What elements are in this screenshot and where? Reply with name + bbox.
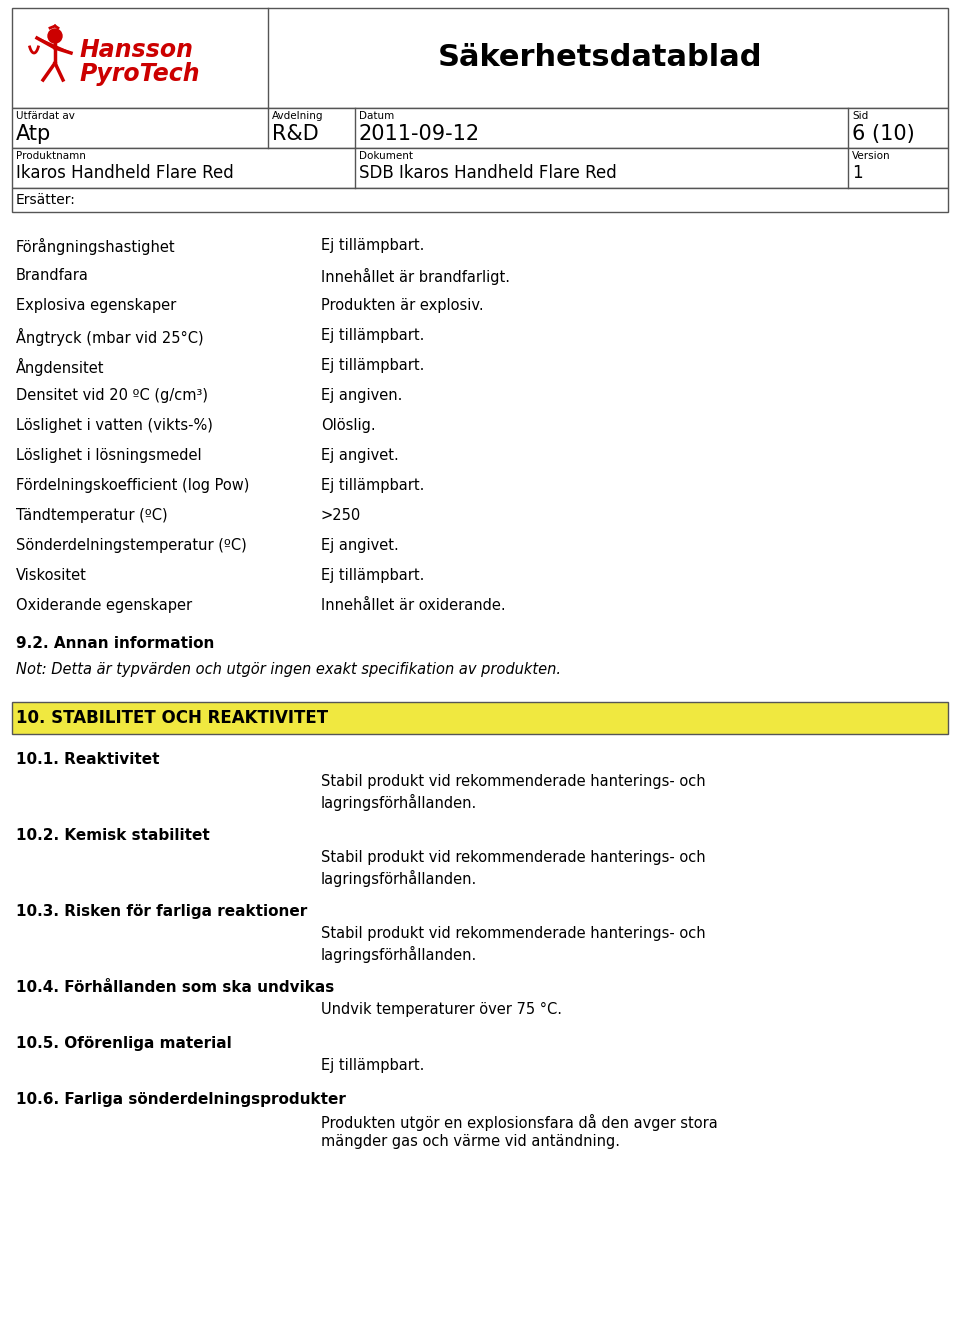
Text: 10.4. Förhållanden som ska undvikas: 10.4. Förhållanden som ska undvikas bbox=[16, 979, 334, 995]
Text: Ej angivet.: Ej angivet. bbox=[321, 448, 398, 463]
Text: Ej tillämpbart.: Ej tillämpbart. bbox=[321, 569, 424, 583]
Text: Produktnamn: Produktnamn bbox=[16, 151, 85, 161]
Text: Löslighet i lösningsmedel: Löslighet i lösningsmedel bbox=[16, 448, 202, 463]
Text: Tändtemperatur (ºC): Tändtemperatur (ºC) bbox=[16, 508, 168, 523]
Text: Innehållet är brandfarligt.: Innehållet är brandfarligt. bbox=[321, 268, 510, 285]
Text: Utfärdat av: Utfärdat av bbox=[16, 111, 75, 120]
Text: Stabil produkt vid rekommenderade hanterings- och: Stabil produkt vid rekommenderade hanter… bbox=[321, 773, 706, 789]
Text: Ångtryck (mbar vid 25°C): Ångtryck (mbar vid 25°C) bbox=[16, 328, 204, 347]
Text: Hansson: Hansson bbox=[80, 37, 194, 62]
Text: Datum: Datum bbox=[359, 111, 395, 120]
Text: PyroTech: PyroTech bbox=[80, 62, 201, 86]
Text: 1: 1 bbox=[852, 165, 863, 182]
Text: Explosiva egenskaper: Explosiva egenskaper bbox=[16, 298, 177, 313]
Text: >250: >250 bbox=[321, 508, 361, 523]
Text: Olöslig.: Olöslig. bbox=[321, 417, 375, 434]
Text: Sid: Sid bbox=[852, 111, 868, 120]
Text: Densitet vid 20 ºC (g/cm³): Densitet vid 20 ºC (g/cm³) bbox=[16, 388, 208, 403]
Text: 6 (10): 6 (10) bbox=[852, 124, 915, 145]
Text: 10.5. Oförenliga material: 10.5. Oförenliga material bbox=[16, 1036, 231, 1052]
Text: Ej tillämpbart.: Ej tillämpbart. bbox=[321, 328, 424, 343]
Text: Brandfara: Brandfara bbox=[16, 268, 89, 284]
Text: 9.2. Annan information: 9.2. Annan information bbox=[16, 636, 214, 652]
Text: 10. STABILITET OCH REAKTIVITET: 10. STABILITET OCH REAKTIVITET bbox=[16, 709, 328, 727]
Bar bbox=[12, 702, 948, 735]
Text: SDB Ikaros Handheld Flare Red: SDB Ikaros Handheld Flare Red bbox=[359, 165, 616, 182]
Text: lagringsförhållanden.: lagringsförhållanden. bbox=[321, 870, 477, 887]
Text: Sönderdelningstemperatur (ºC): Sönderdelningstemperatur (ºC) bbox=[16, 538, 247, 553]
Text: Atp: Atp bbox=[16, 124, 51, 145]
Text: 10.1. Reaktivitet: 10.1. Reaktivitet bbox=[16, 752, 159, 767]
Text: lagringsförhållanden.: lagringsförhållanden. bbox=[321, 793, 477, 811]
Bar bbox=[12, 189, 948, 211]
Text: Viskositet: Viskositet bbox=[16, 569, 86, 583]
Text: Undvik temperaturer över 75 °C.: Undvik temperaturer över 75 °C. bbox=[321, 1002, 562, 1017]
Text: Säkerhetsdatablad: Säkerhetsdatablad bbox=[438, 44, 762, 72]
Text: Produkten är explosiv.: Produkten är explosiv. bbox=[321, 298, 484, 313]
Bar bbox=[12, 108, 948, 149]
Text: Ersätter:: Ersätter: bbox=[16, 193, 76, 207]
Text: Ej angivet.: Ej angivet. bbox=[321, 538, 398, 553]
Text: Produkten utgör en explosionsfara då den avger stora: Produkten utgör en explosionsfara då den… bbox=[321, 1115, 718, 1131]
Text: Ej tillämpbart.: Ej tillämpbart. bbox=[321, 359, 424, 373]
Text: Ej tillämpbart.: Ej tillämpbart. bbox=[321, 238, 424, 253]
Text: mängder gas och värme vid antändning.: mängder gas och värme vid antändning. bbox=[321, 1135, 620, 1149]
Text: Ej tillämpbart.: Ej tillämpbart. bbox=[321, 478, 424, 492]
Circle shape bbox=[48, 29, 62, 43]
Text: Stabil produkt vid rekommenderade hanterings- och: Stabil produkt vid rekommenderade hanter… bbox=[321, 850, 706, 864]
Text: 2011-09-12: 2011-09-12 bbox=[359, 124, 480, 145]
Text: Avdelning: Avdelning bbox=[272, 111, 324, 120]
Text: Dokument: Dokument bbox=[359, 151, 413, 161]
Text: 10.6. Farliga sönderdelningsprodukter: 10.6. Farliga sönderdelningsprodukter bbox=[16, 1092, 346, 1107]
Text: Version: Version bbox=[852, 151, 891, 161]
Text: Fördelningskoefficient (log Pow): Fördelningskoefficient (log Pow) bbox=[16, 478, 250, 492]
Text: Ikaros Handheld Flare Red: Ikaros Handheld Flare Red bbox=[16, 165, 233, 182]
Text: Stabil produkt vid rekommenderade hanterings- och: Stabil produkt vid rekommenderade hanter… bbox=[321, 926, 706, 941]
Bar bbox=[12, 149, 948, 189]
Text: Not: Detta är typvärden och utgör ingen exakt specifikation av produkten.: Not: Detta är typvärden och utgör ingen … bbox=[16, 662, 561, 677]
Text: Oxiderande egenskaper: Oxiderande egenskaper bbox=[16, 598, 192, 613]
Text: Löslighet i vatten (vikts-%): Löslighet i vatten (vikts-%) bbox=[16, 417, 213, 434]
Text: 10.2. Kemisk stabilitet: 10.2. Kemisk stabilitet bbox=[16, 828, 209, 843]
Text: R&D: R&D bbox=[272, 124, 319, 145]
Text: Förångningshastighet: Förångningshastighet bbox=[16, 238, 176, 256]
Text: Ej tillämpbart.: Ej tillämpbart. bbox=[321, 1058, 424, 1073]
Text: 10.3. Risken för farliga reaktioner: 10.3. Risken för farliga reaktioner bbox=[16, 904, 307, 919]
Text: Ångdensitet: Ångdensitet bbox=[16, 359, 105, 376]
Text: lagringsförhållanden.: lagringsförhållanden. bbox=[321, 946, 477, 963]
Text: Ej angiven.: Ej angiven. bbox=[321, 388, 402, 403]
Text: Innehållet är oxiderande.: Innehållet är oxiderande. bbox=[321, 598, 506, 613]
Bar bbox=[12, 8, 948, 108]
